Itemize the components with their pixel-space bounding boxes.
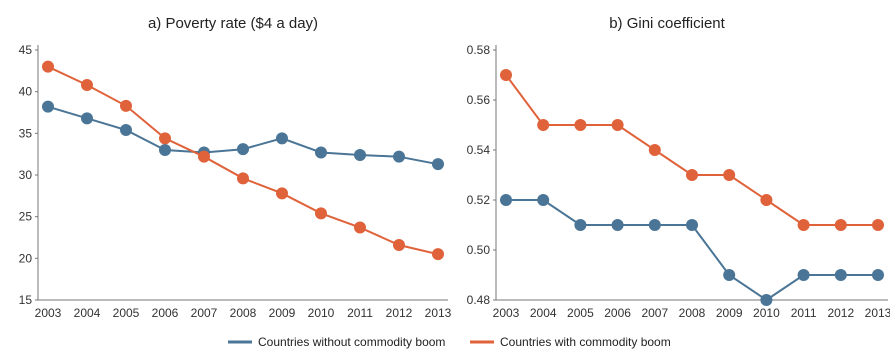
x-tick-label: 2009 (716, 306, 743, 320)
x-tick-label: 2013 (425, 306, 452, 320)
y-tick-label: 35 (19, 126, 33, 140)
data-point (354, 221, 366, 234)
y-tick-label: 15 (19, 293, 33, 307)
x-tick-label: 2010 (753, 306, 780, 320)
series-line (505, 74, 878, 226)
data-point (500, 194, 512, 206)
data-point (834, 219, 847, 231)
data-point (760, 294, 773, 306)
legend: Countries without commodity boom Countri… (228, 335, 671, 349)
data-point (760, 194, 773, 206)
chart-title: b) Gini coefficient (609, 15, 725, 32)
data-point (315, 207, 327, 220)
y-tick-label: 0.48 (467, 293, 491, 307)
data-point (648, 219, 661, 231)
data-point (159, 132, 171, 145)
data-point (574, 119, 587, 131)
data-point (354, 149, 366, 161)
data-point (120, 124, 132, 136)
x-tick-label: 2013 (865, 306, 890, 320)
data-point (648, 144, 661, 156)
data-point (159, 144, 171, 156)
data-point (120, 99, 132, 112)
series-line (506, 199, 878, 302)
data-point (723, 269, 736, 281)
data-point (500, 69, 512, 81)
x-tick-label: 2006 (152, 306, 179, 320)
x-tick-label: 2010 (308, 306, 335, 320)
x-tick-label: 2007 (641, 306, 668, 320)
series-line (47, 105, 439, 166)
data-point (42, 100, 54, 113)
legend-label-without: Countries without commodity boom (258, 335, 445, 349)
y-tick-label: 0.50 (467, 243, 491, 257)
x-tick-label: 2011 (347, 306, 373, 320)
data-point (237, 172, 249, 185)
y-tick-label: 30 (19, 168, 33, 182)
data-point (432, 158, 444, 171)
data-point (797, 269, 810, 281)
x-tick-label: 2004 (74, 306, 101, 320)
data-point (797, 219, 810, 231)
data-point (315, 146, 327, 159)
data-point (81, 112, 93, 125)
data-point (276, 132, 288, 145)
y-tick-label: 0.56 (467, 93, 491, 107)
data-point (432, 248, 444, 261)
data-point (276, 187, 288, 200)
y-tick-label: 0.54 (467, 143, 491, 157)
x-tick-label: 2006 (604, 306, 631, 320)
x-tick-label: 2004 (530, 306, 557, 320)
y-tick-label: 40 (19, 85, 33, 99)
x-tick-label: 2012 (386, 306, 413, 320)
data-point (723, 169, 736, 181)
data-point (611, 119, 624, 131)
data-point (574, 219, 587, 231)
x-tick-label: 2012 (827, 306, 854, 320)
data-point (198, 150, 210, 163)
x-tick-label: 2005 (113, 306, 140, 320)
chart-title: a) Poverty rate ($4 a day) (148, 15, 318, 32)
y-tick-label: 45 (19, 43, 33, 57)
x-tick-label: 2011 (791, 306, 817, 320)
y-tick-label: 0.58 (467, 43, 491, 57)
y-tick-label: 25 (19, 210, 33, 224)
data-point (872, 219, 884, 231)
data-point (872, 269, 884, 281)
data-point (537, 119, 550, 131)
x-tick-label: 2003 (35, 306, 62, 320)
series-line (47, 65, 439, 256)
data-point (237, 143, 249, 156)
y-tick-label: 0.52 (467, 193, 491, 207)
data-point (393, 150, 405, 163)
poverty-rate-chart: a) Poverty rate ($4 a day) 15 20 25 30 35 40 4… (19, 15, 452, 320)
x-tick-label: 2007 (191, 306, 218, 320)
data-point (611, 219, 624, 231)
legend-label-with: Countries with commodity boom (500, 335, 671, 349)
data-point (834, 269, 847, 281)
x-tick-label: 2005 (567, 306, 594, 320)
x-tick-label: 2008 (679, 306, 706, 320)
data-point (686, 219, 698, 231)
x-tick-label: 2003 (493, 306, 520, 320)
y-tick-label: 20 (19, 251, 33, 265)
data-point (42, 60, 54, 73)
data-point (393, 239, 405, 251)
data-point (686, 169, 698, 181)
gini-coefficient-chart: b) Gini coefficient 0.48 0.50 0.52 0.54 0.56… (467, 15, 890, 320)
x-tick-label: 2009 (269, 306, 296, 320)
data-point (537, 194, 550, 206)
x-tick-label: 2008 (230, 306, 257, 320)
data-point (81, 79, 93, 91)
